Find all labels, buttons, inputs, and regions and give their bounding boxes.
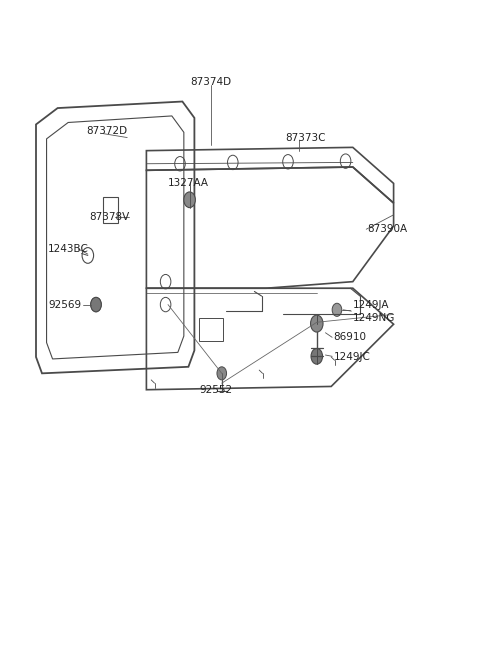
Circle shape xyxy=(184,192,195,208)
Text: 87378V: 87378V xyxy=(89,212,129,223)
Text: 1249JC: 1249JC xyxy=(334,352,371,362)
Text: 1243BC: 1243BC xyxy=(48,244,89,254)
Circle shape xyxy=(91,297,101,312)
Circle shape xyxy=(217,367,227,380)
Text: 86910: 86910 xyxy=(334,332,367,343)
Circle shape xyxy=(311,348,323,364)
Text: 92569: 92569 xyxy=(48,299,81,310)
Text: 87373C: 87373C xyxy=(286,132,326,143)
Circle shape xyxy=(332,303,342,316)
Text: 92552: 92552 xyxy=(199,384,232,395)
Circle shape xyxy=(91,297,101,312)
Text: 1327AA: 1327AA xyxy=(168,178,209,189)
Text: 87372D: 87372D xyxy=(86,126,128,136)
Text: 1249NG: 1249NG xyxy=(353,312,395,323)
Text: 87390A: 87390A xyxy=(367,224,408,234)
Circle shape xyxy=(311,315,323,332)
Text: 87374D: 87374D xyxy=(191,77,232,87)
Text: 1249JA: 1249JA xyxy=(353,299,389,310)
